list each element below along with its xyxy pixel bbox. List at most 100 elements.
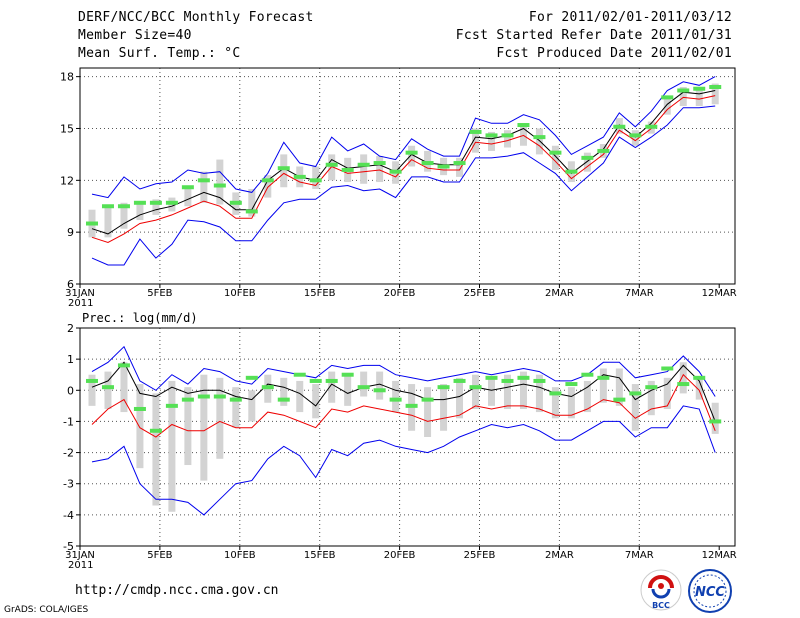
forecast-bar: [197, 178, 210, 183]
forecast-bar: [229, 200, 242, 205]
x-tick-label: 20FEB: [384, 288, 416, 299]
forecast-bar: [677, 382, 690, 387]
forecast-bar: [645, 124, 658, 129]
variable-label: Mean Surf. Temp.: °C: [78, 46, 241, 61]
ensemble-box: [296, 380, 304, 413]
forecast-bar: [149, 200, 162, 205]
ensemble-box: [711, 83, 719, 105]
ensemble-box: [663, 97, 671, 115]
forecast-bar: [341, 167, 354, 172]
ensemble-box: [519, 371, 527, 409]
x-tick-label: 12MAR: [702, 288, 737, 299]
x-tick-label: 7MAR: [625, 550, 654, 561]
forecast-bar: [101, 385, 114, 390]
ensemble-box: [184, 188, 192, 207]
y-tick-label: -5: [63, 540, 74, 553]
ensemble-box: [232, 387, 240, 428]
forecast-bar: [309, 378, 322, 383]
ensemble-box: [679, 87, 687, 107]
forecast-bar: [213, 394, 226, 399]
ensemble-box: [408, 145, 416, 167]
ensemble-box: [280, 154, 288, 188]
x-year-label: 2011: [68, 298, 93, 309]
y-tick-label: 6: [67, 278, 74, 291]
ensemble-box: [152, 393, 160, 506]
ensemble-box: [312, 166, 320, 189]
ensemble-box: [567, 387, 575, 419]
forecast-bar: [261, 178, 274, 183]
forecast-bar: [597, 148, 610, 153]
ensemble-box: [168, 380, 176, 512]
forecast-bar: [261, 385, 274, 390]
forecast-bar: [181, 397, 194, 402]
forecast-bar: [357, 385, 370, 390]
forecast-bar: [421, 161, 434, 166]
envelope-upper-line: [91, 345, 716, 397]
source-url[interactable]: http://cmdp.ncc.cma.gov.cn: [75, 583, 279, 598]
lower-line: [91, 373, 716, 438]
forecast-bar: [389, 397, 402, 402]
ensemble-box: [136, 384, 144, 469]
x-tick-label: 5FEB: [147, 288, 172, 299]
plot-frame: [79, 67, 736, 285]
x-tick-label: 5FEB: [147, 550, 172, 561]
forecast-bar: [277, 397, 290, 402]
ensemble-box: [200, 374, 208, 481]
ensemble-box: [456, 377, 464, 419]
ensemble-box: [631, 384, 639, 431]
ensemble-box: [88, 374, 96, 406]
forecast-bar: [565, 169, 578, 174]
member-size: Member Size=40: [78, 28, 192, 43]
x-tick-label: 10FEB: [224, 550, 256, 561]
forecast-bar: [533, 135, 546, 140]
x-tick-label: 2MAR: [545, 288, 574, 299]
ensemble-box: [216, 377, 224, 459]
forecast-bar: [501, 133, 514, 138]
forecast-bar: [501, 378, 514, 383]
fcst-produced-date: Fcst Produced Date 2011/02/01: [496, 46, 732, 61]
y-tick-label: -2: [63, 447, 74, 460]
forecast-bar: [581, 155, 594, 160]
forecast-bar: [325, 378, 338, 383]
forecast-bar: [565, 382, 578, 387]
forecast-bar: [373, 388, 386, 393]
forecast-bar: [469, 129, 482, 134]
forecast-bar: [133, 200, 146, 205]
ensemble-box: [360, 154, 368, 184]
y-tick-label: -3: [63, 478, 74, 491]
ensemble-box: [328, 154, 336, 181]
ensemble-box: [695, 377, 703, 400]
ensemble-box: [663, 377, 671, 409]
forecast-bar: [181, 185, 194, 190]
ensemble-box: [583, 380, 591, 413]
ensemble-box: [488, 377, 495, 406]
ensemble-box: [376, 371, 384, 400]
ensemble-mean-line: [91, 90, 716, 235]
forecast-bar: [117, 204, 130, 209]
ensemble-box: [360, 371, 368, 397]
ensemble-box: [392, 380, 400, 413]
panel-temperature: 6 9 12 15 18 31JAN 5FEB 10FEB 15FEB 20FEB 25FEB 2MA…: [60, 67, 737, 309]
y-tick-label: -4: [63, 509, 74, 522]
forecast-bar: [277, 166, 290, 171]
plot-frame: [79, 327, 736, 547]
forecast-bar: [117, 363, 130, 368]
forecast-title: DERF/NCC/BCC Monthly Forecast: [78, 10, 314, 25]
ncc-logo: NCC: [688, 569, 732, 613]
forecast-bar: [165, 200, 178, 205]
ensemble-box: [472, 374, 480, 409]
ensemble-box: [503, 374, 511, 409]
ensemble-box: [615, 368, 623, 406]
y-tick-label: 2: [67, 322, 74, 335]
ensemble-box: [472, 128, 480, 153]
ensemble-box: [679, 362, 687, 394]
ensemble-box: [599, 368, 607, 403]
ensemble-box: [488, 131, 495, 151]
ensemble-box: [503, 130, 511, 148]
forecast-bar: [101, 204, 114, 209]
ensemble-box: [280, 377, 288, 406]
forecast-bar: [485, 133, 498, 138]
forecast-bar: [421, 397, 434, 402]
forecast-bar: [229, 397, 242, 402]
ensemble-box: [519, 123, 527, 146]
